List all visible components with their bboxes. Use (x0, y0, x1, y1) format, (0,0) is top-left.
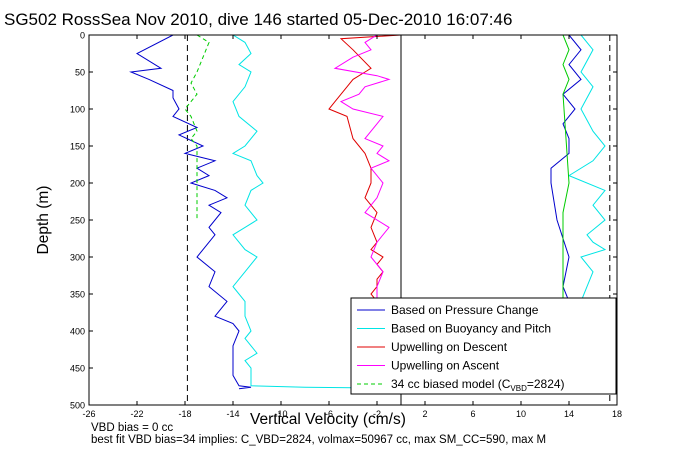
ascent-series-line-1 (550, 35, 582, 302)
y-tick-label: 50 (75, 68, 85, 78)
series-line-3 (333, 35, 391, 306)
y-tick-label: 100 (70, 105, 85, 115)
best-fit-note: best fit VBD bias=34 implies: C_VBD=2824… (91, 434, 547, 446)
legend: Based on Pressure Change Based on Buoyanc… (350, 297, 617, 395)
legend-label: Based on Buoyancy and Pitch (391, 322, 551, 336)
y-tick-label: 400 (70, 327, 85, 337)
legend-label: 34 cc biased model (CVBD=2824) (391, 377, 565, 393)
x-tick-label: 14 (564, 409, 574, 419)
y-tick-label: 200 (70, 179, 85, 189)
legend-label: Based on Pressure Change (391, 303, 539, 317)
ascent-series-line-0 (567, 35, 607, 302)
ascent-series-line-2 (562, 35, 570, 302)
legend-box (350, 297, 617, 395)
y-tick-label: 0 (80, 31, 85, 41)
series-line-0 (129, 35, 252, 390)
y-tick-label: 150 (70, 142, 85, 152)
y-tick-label: 350 (70, 290, 85, 300)
y-tick-label: 500 (70, 401, 85, 411)
x-axis-label: Vertical Velocity (cm/s) (250, 411, 406, 428)
x-tick-label: 2 (422, 409, 427, 419)
x-tick-label: -10 (274, 409, 287, 419)
x-tick-label: -6 (325, 409, 333, 419)
x-tick-label: -2 (373, 409, 381, 419)
chart-title: SG502 RossSea Nov 2010, dive 146 started… (4, 10, 513, 29)
vbd-bias-note: VBD bias = 0 cc (91, 422, 174, 434)
x-tick-label: -18 (178, 409, 191, 419)
legend-label: Upwelling on Descent (391, 340, 508, 354)
x-tick-label: 10 (516, 409, 526, 419)
x-tick-label: 6 (470, 409, 475, 419)
y-tick-label: 300 (70, 253, 85, 263)
y-tick-label: 450 (70, 364, 85, 374)
x-axis-ticks: -26 -22 -18 -14 -10 -6 -2 2 6 10 14 18 (82, 35, 622, 419)
y-axis-label: Depth (m) (35, 185, 52, 255)
y-axis-ticks: 0 50 100 150 200 250 300 350 400 450 500 (70, 31, 617, 411)
legend-label: Upwelling on Ascent (391, 359, 500, 373)
x-tick-label: -22 (130, 409, 143, 419)
y-tick-label: 250 (70, 216, 85, 226)
x-tick-label: -14 (226, 409, 239, 419)
series-line-1 (231, 35, 594, 389)
series-layer (129, 35, 607, 390)
x-tick-label: 18 (612, 409, 622, 419)
series-line-2 (328, 35, 402, 306)
series-line-4 (184, 35, 210, 220)
x-tick-label: -26 (82, 409, 95, 419)
